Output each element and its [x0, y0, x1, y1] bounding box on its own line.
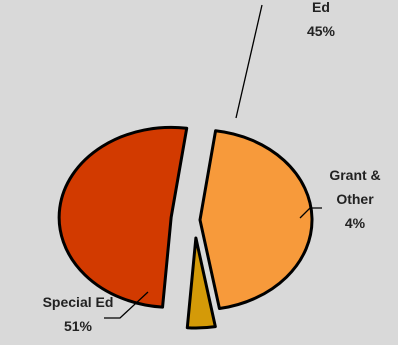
pie-slice-ed	[198, 129, 314, 311]
leader-line-ed	[235, 4, 263, 119]
leader-line-grant-other	[299, 207, 322, 219]
slice-label-ed: Ed 45%	[307, 0, 336, 39]
leader-line-special-ed	[104, 291, 149, 319]
slice-label-grant-other: Grant & Other 4%	[329, 167, 380, 231]
pie-slice-grant-other	[185, 236, 217, 330]
pie-slice-special-ed	[57, 125, 189, 309]
slice-label-special-ed: Special Ed 51%	[43, 294, 114, 334]
